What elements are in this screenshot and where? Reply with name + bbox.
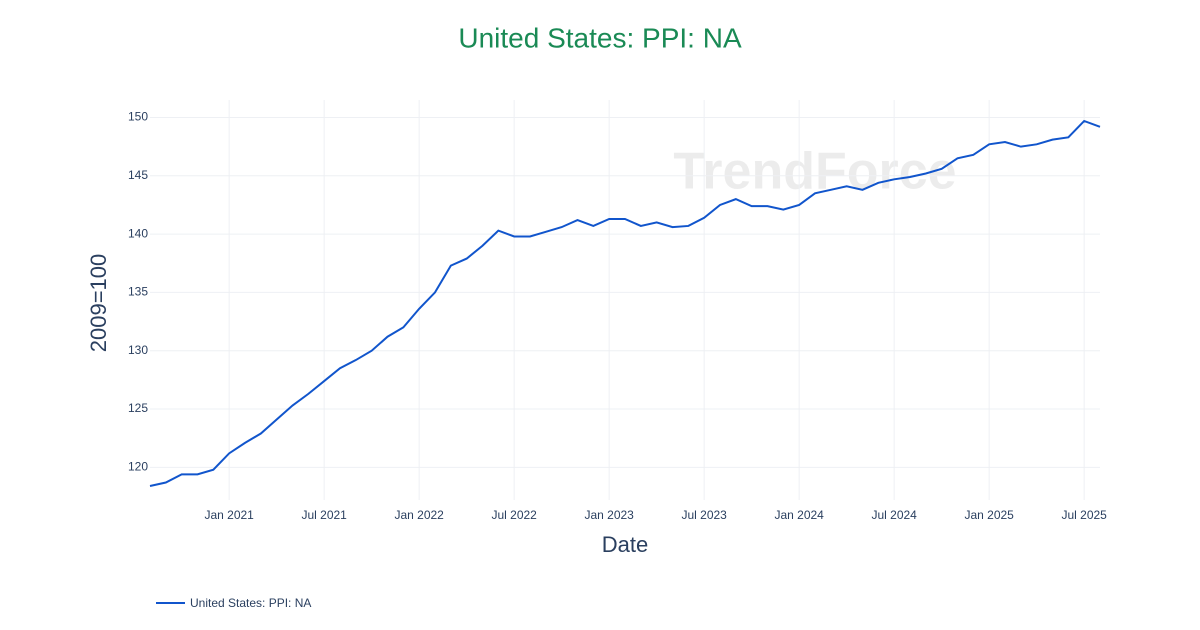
- y-tick-label: 130: [128, 343, 148, 357]
- x-tick-label: Jul 2023: [681, 508, 727, 522]
- x-axis-title: Date: [602, 532, 648, 557]
- y-axis-title: 2009=100: [86, 254, 111, 353]
- data-line: [149, 119, 1101, 487]
- y-tick-label: 140: [128, 226, 148, 240]
- x-tick-label: Jan 2023: [584, 508, 634, 522]
- y-tick-label: 125: [128, 401, 148, 415]
- y-tick-label: 145: [128, 168, 148, 182]
- watermark: TrendForce: [673, 143, 956, 201]
- y-tick-label: 135: [128, 285, 148, 299]
- x-tick-label: Jul 2022: [491, 508, 537, 522]
- legend-label: United States: PPI: NA: [190, 596, 311, 610]
- y-tick-label: 120: [128, 460, 148, 474]
- x-tick-label: Jan 2021: [204, 508, 254, 522]
- x-tick-label: Jan 2024: [774, 508, 824, 522]
- x-tick-label: Jul 2025: [1061, 508, 1107, 522]
- x-tick-label: Jul 2021: [301, 508, 347, 522]
- chart-title: United States: PPI: NA: [458, 22, 742, 53]
- y-tick-label: 150: [128, 110, 148, 124]
- x-tick-label: Jan 2022: [394, 508, 444, 522]
- x-tick-label: Jul 2024: [871, 508, 917, 522]
- x-tick-label: Jan 2025: [964, 508, 1014, 522]
